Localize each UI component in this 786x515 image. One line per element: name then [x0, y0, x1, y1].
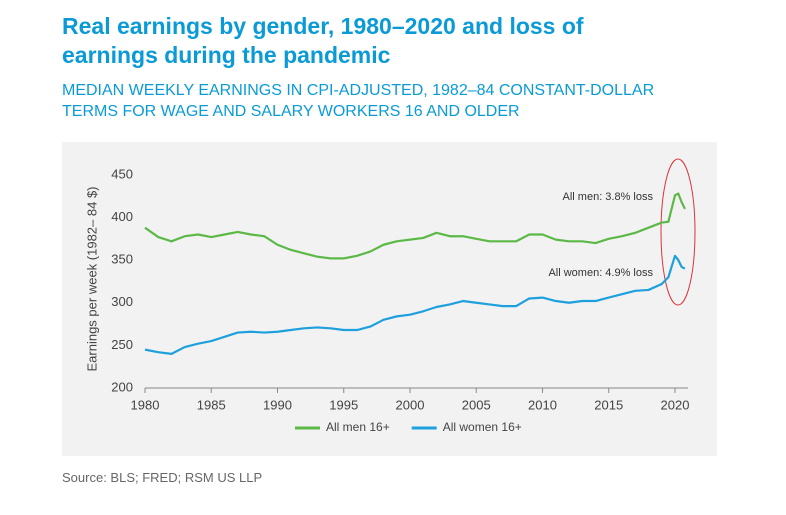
annotation: All women: 4.9% loss — [548, 267, 653, 279]
x-tick-label: 2020 — [661, 397, 690, 412]
y-tick-label: 400 — [111, 209, 133, 224]
x-tick-label: 2015 — [594, 397, 623, 412]
y-tick-label: 300 — [111, 294, 133, 309]
y-tick-label: 200 — [111, 379, 133, 394]
data-line — [144, 254, 686, 355]
y-axis-label: Earnings per week (1982– 84 $) — [84, 186, 99, 371]
chart-panel — [62, 142, 717, 456]
legend-label: All women 16+ — [443, 420, 522, 434]
chart-title: Real earnings by gender, 1980–2020 and l… — [62, 13, 584, 68]
x-tick-label: 2005 — [462, 397, 491, 412]
source: Source: BLS; FRED; RSM US LLP — [62, 470, 263, 485]
highlight-ellipse — [660, 158, 696, 306]
x-tick-label: 1985 — [197, 397, 226, 412]
annotation: All men: 3.8% loss — [563, 191, 654, 203]
x-tick-label: 1990 — [263, 397, 292, 412]
data-line — [144, 192, 686, 260]
y-tick-label: 450 — [111, 166, 133, 181]
legend-label: All men 16+ — [326, 420, 390, 434]
x-tick-label: 1980 — [131, 397, 160, 412]
x-tick-label: 2000 — [396, 397, 425, 412]
x-tick-label: 2010 — [528, 397, 557, 412]
y-tick-label: 250 — [111, 337, 133, 352]
chart-subtitle: MEDIAN WEEKLY EARNINGS IN CPI-ADJUSTED, … — [62, 82, 655, 120]
x-tick-label: 1995 — [329, 397, 358, 412]
y-tick-label: 350 — [111, 252, 133, 267]
